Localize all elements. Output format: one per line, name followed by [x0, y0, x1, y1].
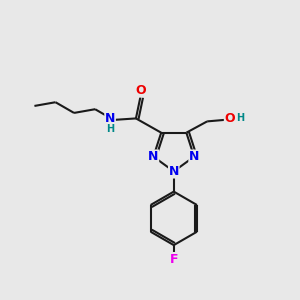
- Text: H: H: [106, 124, 114, 134]
- Text: H: H: [236, 113, 244, 123]
- Text: N: N: [105, 112, 115, 125]
- Text: O: O: [135, 84, 146, 97]
- Text: N: N: [189, 150, 199, 163]
- Text: F: F: [169, 253, 178, 266]
- Text: N: N: [148, 150, 159, 163]
- Text: O: O: [224, 112, 235, 125]
- Text: N: N: [169, 165, 179, 178]
